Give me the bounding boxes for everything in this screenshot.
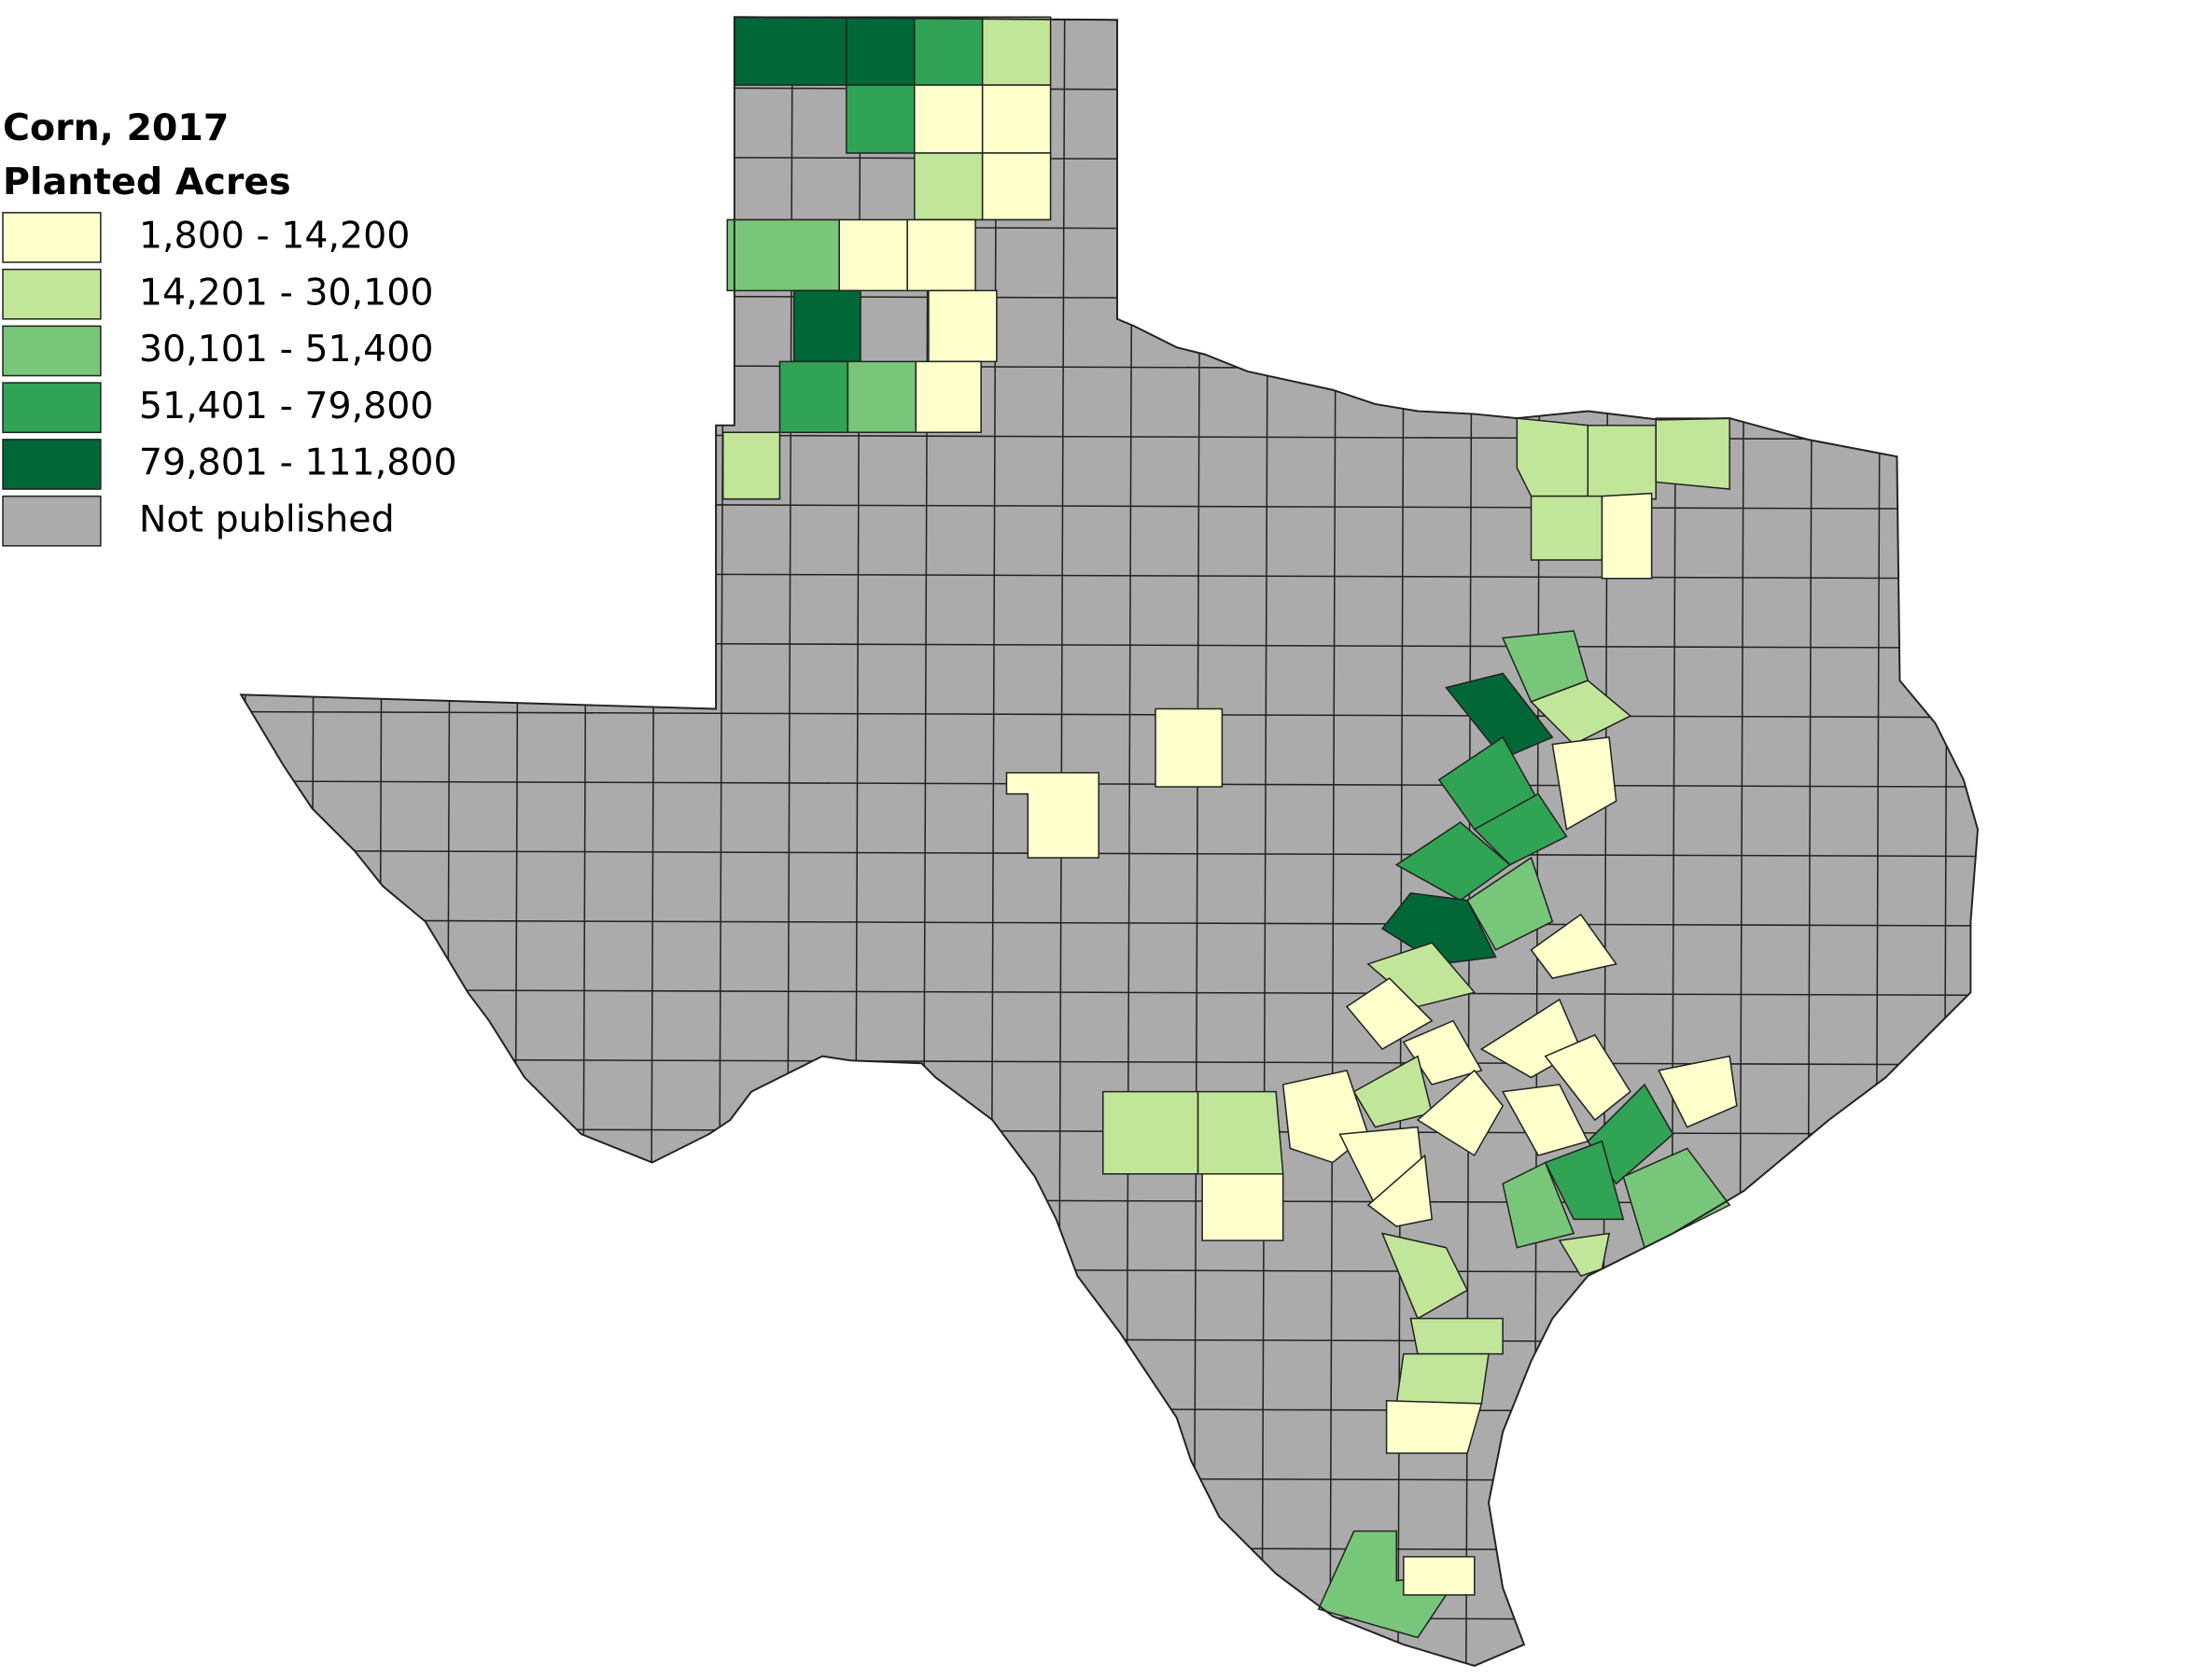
county bbox=[981, 152, 1052, 221]
county bbox=[846, 84, 916, 154]
county bbox=[981, 16, 1052, 86]
county bbox=[1155, 707, 1224, 788]
county bbox=[1516, 417, 1589, 497]
county bbox=[847, 360, 917, 434]
county-border bbox=[241, 988, 1979, 997]
county bbox=[1394, 821, 1511, 902]
legend-swatch bbox=[2, 325, 102, 377]
legend-swatch bbox=[2, 268, 102, 320]
county bbox=[1658, 1055, 1738, 1128]
county-border bbox=[241, 1544, 1979, 1552]
county bbox=[734, 16, 847, 86]
legend-label: 14,201 - 30,100 bbox=[139, 271, 434, 314]
county bbox=[1655, 417, 1730, 490]
county bbox=[1530, 913, 1617, 979]
state bbox=[241, 17, 1979, 1666]
legend-swatch bbox=[2, 382, 102, 434]
legend-label: 79,801 - 111,800 bbox=[139, 441, 457, 484]
county-border bbox=[241, 1336, 1979, 1344]
county bbox=[1395, 1352, 1490, 1405]
county-border bbox=[241, 919, 1979, 927]
county bbox=[1466, 856, 1554, 951]
legend-label: 51,401 - 79,800 bbox=[139, 385, 434, 427]
county bbox=[778, 360, 849, 434]
county bbox=[913, 16, 984, 86]
county bbox=[1551, 736, 1617, 831]
county bbox=[1197, 1090, 1284, 1175]
county bbox=[1622, 1147, 1731, 1249]
county-border bbox=[241, 1614, 1979, 1621]
counties bbox=[721, 16, 1738, 1639]
county bbox=[1416, 1069, 1505, 1157]
county-border bbox=[241, 710, 1979, 719]
county-border bbox=[241, 780, 1979, 788]
county bbox=[1601, 492, 1653, 580]
county bbox=[1380, 1232, 1469, 1320]
county bbox=[915, 360, 982, 434]
county bbox=[1005, 772, 1099, 859]
legend-swatch bbox=[2, 495, 102, 547]
county bbox=[1544, 1140, 1625, 1221]
county bbox=[846, 16, 916, 86]
county bbox=[1473, 792, 1568, 866]
state-fill bbox=[241, 17, 1979, 1666]
county bbox=[1530, 495, 1603, 561]
county bbox=[1409, 1317, 1504, 1355]
county bbox=[1445, 672, 1554, 760]
county-border bbox=[241, 1406, 1979, 1413]
county bbox=[1366, 1154, 1434, 1227]
county bbox=[1402, 1019, 1483, 1085]
legend-swatch bbox=[2, 439, 102, 490]
county bbox=[1102, 1090, 1199, 1175]
county-border bbox=[241, 849, 1979, 858]
legend-title: Corn, 2017 bbox=[3, 106, 229, 149]
county bbox=[1587, 424, 1657, 500]
county bbox=[1544, 1033, 1631, 1122]
county bbox=[913, 84, 984, 154]
legend-label: 1,800 - 14,200 bbox=[139, 215, 411, 258]
map-layer: Corn, 2017 Planted Acres 1,800 - 14,200 1… bbox=[2, 16, 1979, 1667]
county bbox=[1345, 977, 1434, 1051]
legend-subtitle: Planted Acres bbox=[3, 161, 291, 203]
county bbox=[906, 218, 976, 292]
county bbox=[838, 218, 908, 292]
county bbox=[913, 152, 984, 221]
county bbox=[1201, 1172, 1284, 1241]
county bbox=[1403, 1556, 1476, 1596]
county bbox=[1385, 1399, 1483, 1454]
county bbox=[721, 431, 781, 500]
county bbox=[1502, 1161, 1575, 1249]
county bbox=[792, 289, 861, 363]
legend-label: 30,101 - 51,400 bbox=[139, 328, 434, 371]
legend-swatch bbox=[2, 212, 102, 263]
county bbox=[928, 289, 998, 363]
county-border bbox=[241, 1475, 1979, 1483]
legend: Corn, 2017 Planted Acres 1,800 - 14,200 1… bbox=[2, 106, 457, 547]
county bbox=[981, 84, 1052, 154]
county bbox=[726, 218, 841, 292]
county bbox=[1530, 679, 1632, 746]
legend-label: Not published bbox=[139, 497, 395, 540]
county bbox=[1317, 1530, 1463, 1639]
